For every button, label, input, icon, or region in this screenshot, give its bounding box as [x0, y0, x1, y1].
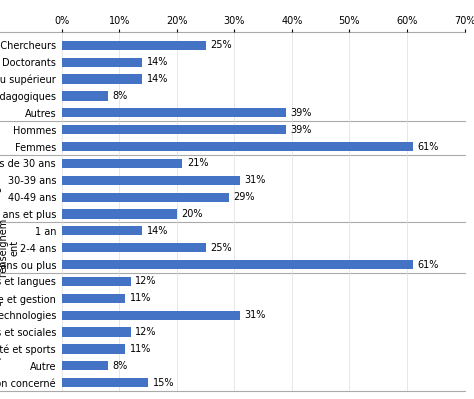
Text: 15%: 15%	[153, 377, 174, 387]
Bar	[62, 327, 131, 337]
Text: 11%: 11%	[129, 344, 151, 354]
Text: 14%: 14%	[147, 74, 168, 84]
Bar	[62, 192, 228, 202]
Text: Discipline enseignée: Discipline enseignée	[0, 281, 2, 383]
Text: 21%: 21%	[187, 158, 209, 168]
Text: 31%: 31%	[245, 310, 266, 320]
Bar	[62, 159, 182, 168]
Bar	[62, 142, 413, 151]
Bar	[62, 344, 125, 354]
Bar	[62, 75, 142, 84]
Text: 31%: 31%	[245, 175, 266, 185]
Bar	[62, 294, 125, 303]
Bar	[62, 361, 108, 370]
Text: 11%: 11%	[129, 293, 151, 303]
Bar	[62, 260, 413, 269]
Bar	[62, 209, 177, 219]
Text: 14%: 14%	[147, 226, 168, 236]
Text: 61%: 61%	[417, 142, 439, 152]
Text: 39%: 39%	[291, 125, 312, 135]
Text: 12%: 12%	[135, 327, 157, 337]
Text: Age: Age	[0, 179, 2, 198]
Text: Ancienneté
dans
l'enseignem
ent: Ancienneté dans l'enseignem ent	[0, 218, 19, 277]
Bar	[62, 91, 108, 101]
Text: 25%: 25%	[210, 243, 232, 253]
Text: 12%: 12%	[135, 277, 157, 286]
Text: 20%: 20%	[182, 209, 203, 219]
Bar	[62, 310, 240, 320]
Text: 8%: 8%	[112, 91, 128, 101]
Bar	[62, 176, 240, 185]
Text: 14%: 14%	[147, 57, 168, 67]
Bar	[62, 243, 206, 252]
Bar	[62, 125, 286, 134]
Text: 61%: 61%	[417, 260, 439, 270]
Text: 39%: 39%	[291, 108, 312, 118]
Bar	[62, 57, 142, 67]
Text: Statut: Statut	[0, 64, 2, 94]
Bar	[62, 277, 131, 286]
Text: 25%: 25%	[210, 40, 232, 50]
Bar	[62, 108, 286, 117]
Bar	[62, 378, 148, 387]
Bar	[62, 226, 142, 235]
Bar	[62, 41, 206, 50]
Text: Sexe: Sexe	[0, 126, 2, 150]
Text: 8%: 8%	[112, 361, 128, 371]
Text: 29%: 29%	[233, 192, 255, 202]
